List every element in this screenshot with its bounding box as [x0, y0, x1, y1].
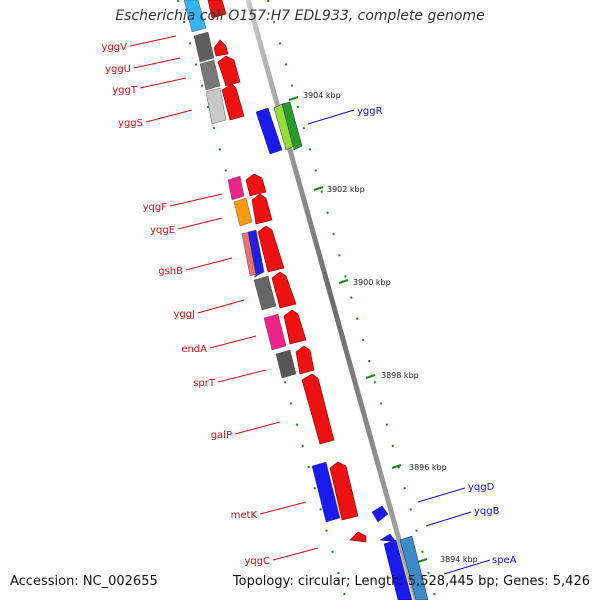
reverse-leader-lines: [129, 35, 319, 561]
scale-label: 3898 kbp: [381, 371, 419, 380]
gene-label-yggT[interactable]: yggT: [112, 85, 138, 96]
gene-feature-yggR[interactable]: [255, 107, 283, 155]
scale-label: 3894 kbp: [440, 555, 478, 564]
gene-label-yggS[interactable]: yggS: [118, 118, 143, 129]
gene-label-yqgB[interactable]: yqgB: [474, 506, 500, 517]
gene-label-yqgF[interactable]: yqgF: [143, 202, 168, 213]
gene-label-yggU[interactable]: yggU: [105, 64, 131, 75]
gene-feature-yggV[interactable]: [207, 0, 227, 19]
gene-label-speA[interactable]: speA: [492, 555, 517, 566]
gene-feature-gshB[interactable]: [257, 225, 285, 273]
gene-label-sprT[interactable]: sprT: [193, 378, 216, 389]
forward-gene-features: [255, 101, 429, 600]
accession-label: Accession: NC_002655: [10, 574, 158, 589]
scale-label: 3904 kbp: [303, 91, 341, 100]
scale-ticks: [288, 96, 428, 563]
gene-feature-sprT[interactable]: [295, 345, 315, 375]
gene-label-yggR[interactable]: yggR: [357, 106, 383, 117]
gene-label-yqgD[interactable]: yqgD: [468, 482, 495, 493]
gene-label-metK[interactable]: metK: [231, 510, 258, 521]
gene-feature-yggT[interactable]: [217, 55, 241, 87]
scale-label: 3896 kbp: [409, 463, 447, 472]
gene-feature-yqgD[interactable]: [371, 505, 389, 523]
gene-feature-metK[interactable]: [329, 461, 359, 521]
gene-feature-galP[interactable]: [301, 373, 335, 445]
topology-info: Topology: circular; Length: 5,528,445 bp…: [232, 574, 590, 589]
gene-label-yqgE[interactable]: yqgE: [150, 225, 175, 236]
gene-feature-speA[interactable]: [383, 539, 413, 600]
gene-feature-yqgF[interactable]: [245, 173, 267, 197]
forward-gene-labels: yggR yqgD yqgB speA: [357, 106, 517, 566]
scale-label: 3902 kbp: [327, 185, 365, 194]
gene-feature-endA[interactable]: [283, 309, 307, 345]
map-title: Escherichia coli O157:H7 EDL933, complet…: [115, 8, 485, 24]
gene-feature-yqgE[interactable]: [251, 193, 273, 225]
forward-leader-lines: [307, 109, 491, 575]
gene-label-galP[interactable]: galP: [211, 430, 232, 441]
gene-label-yggV[interactable]: yggV: [102, 42, 128, 53]
gene-feature-yggJ[interactable]: [271, 271, 297, 309]
gene-feature-yggS[interactable]: [221, 83, 245, 121]
gene-label-yqgC[interactable]: yqgC: [244, 556, 270, 567]
scale-label: 3900 kbp: [353, 278, 391, 287]
cog-boxes-inner: [183, 0, 341, 523]
gene-feature-yggU[interactable]: [213, 39, 229, 57]
gene-label-gshB[interactable]: gshB: [158, 266, 183, 277]
gene-label-endA[interactable]: endA: [181, 344, 207, 355]
genome-backbone: [245, 0, 419, 600]
gene-feature-yqgB[interactable]: [379, 533, 397, 543]
reverse-gene-features: [207, 0, 367, 543]
gene-label-yggJ[interactable]: yggJ: [173, 309, 195, 320]
reverse-gene-labels: yggV yggU yggT yggS yqgF yqgE gshB yggJ …: [102, 42, 270, 567]
gene-feature-yqgC[interactable]: [349, 531, 367, 543]
